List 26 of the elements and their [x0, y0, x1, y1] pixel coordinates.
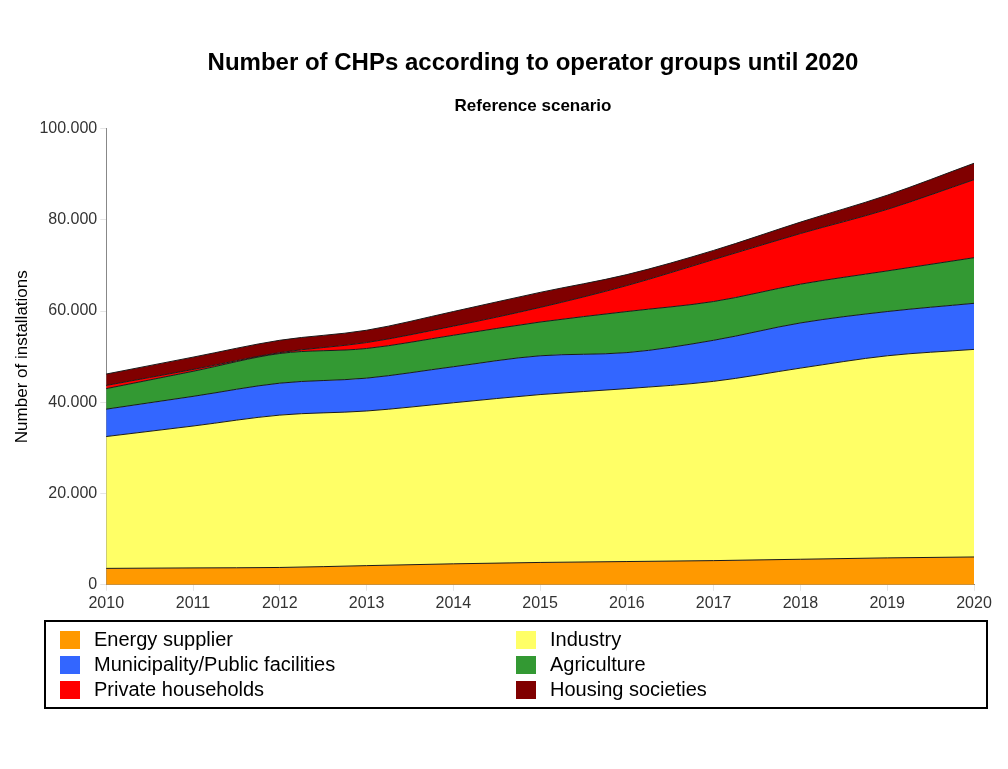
legend-label: Agriculture — [550, 653, 646, 676]
x-tick-label: 2016 — [609, 593, 645, 611]
x-tick-label: 2012 — [261, 593, 298, 611]
y-axis-title: Number of installations — [11, 270, 31, 444]
legend-label: Municipality/Public facilities — [94, 653, 336, 676]
chart-subtitle: Reference scenario — [453, 96, 613, 116]
x-tick-label: 2019 — [869, 593, 906, 611]
y-tick-label: 0 — [88, 575, 98, 593]
x-tick-label: 2010 — [88, 593, 125, 611]
y-tick-label: 60.000 — [48, 301, 98, 319]
x-tick-label: 2011 — [175, 593, 211, 611]
x-tick-label: 2015 — [522, 593, 559, 611]
x-tick-label: 2013 — [348, 593, 385, 611]
chart-title: Number of CHPs according to operator groups until 2020 — [206, 47, 860, 76]
legend-label: Energy supplier — [94, 628, 233, 651]
x-tick-label: 2018 — [782, 593, 819, 611]
x-tick-label: 2017 — [695, 593, 732, 611]
y-tick-label: 20.000 — [48, 483, 98, 501]
y-tick-label: 100.000 — [39, 119, 98, 137]
legend-label: Private households — [94, 678, 265, 701]
x-tick-label: 2020 — [956, 593, 992, 611]
x-tick-label: 2014 — [435, 593, 472, 611]
legend-label: Industry — [550, 628, 622, 651]
y-tick-label: 80.000 — [48, 210, 98, 228]
legend-label: Housing societies — [550, 678, 707, 701]
y-tick-label: 40.000 — [48, 392, 98, 410]
